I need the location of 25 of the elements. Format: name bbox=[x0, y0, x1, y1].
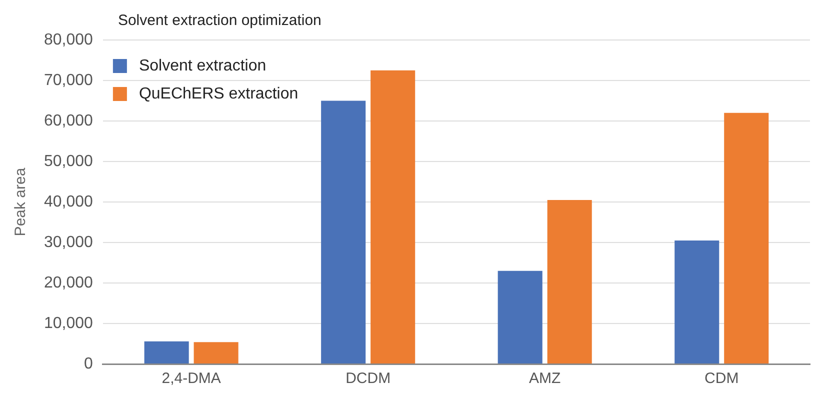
y-tick-label: 60,000 bbox=[44, 112, 94, 130]
bar bbox=[547, 200, 592, 364]
bar bbox=[321, 100, 366, 364]
y-tick-label: 30,000 bbox=[44, 234, 94, 251]
chart-title: Solvent extraction optimization bbox=[118, 12, 322, 30]
legend-label: Solvent extraction bbox=[138, 57, 266, 74]
bar bbox=[370, 70, 416, 364]
y-tick-label: 80,000 bbox=[44, 31, 94, 48]
y-tick-label: 70,000 bbox=[44, 72, 94, 89]
y-tick-label: 0 bbox=[84, 355, 94, 372]
x-tick-label: AMZ bbox=[529, 370, 561, 388]
y-tick-label: 50,000 bbox=[44, 152, 94, 170]
legend-label: QuEChERS extraction bbox=[138, 85, 298, 102]
y-axis-title: Peak area bbox=[12, 167, 30, 236]
y-tick-label: 20,000 bbox=[44, 274, 94, 292]
x-tick-label: DCDM bbox=[346, 370, 391, 388]
y-tick-label: 40,000 bbox=[44, 193, 94, 210]
x-tick-label: 2,4-DMA bbox=[162, 370, 221, 388]
x-tick-label: CDM bbox=[704, 370, 739, 388]
y-tick-label: 10,000 bbox=[44, 314, 94, 332]
bar bbox=[498, 270, 542, 364]
bar bbox=[674, 240, 720, 364]
bar bbox=[724, 112, 769, 364]
bar bbox=[144, 341, 189, 364]
bar bbox=[194, 342, 238, 364]
